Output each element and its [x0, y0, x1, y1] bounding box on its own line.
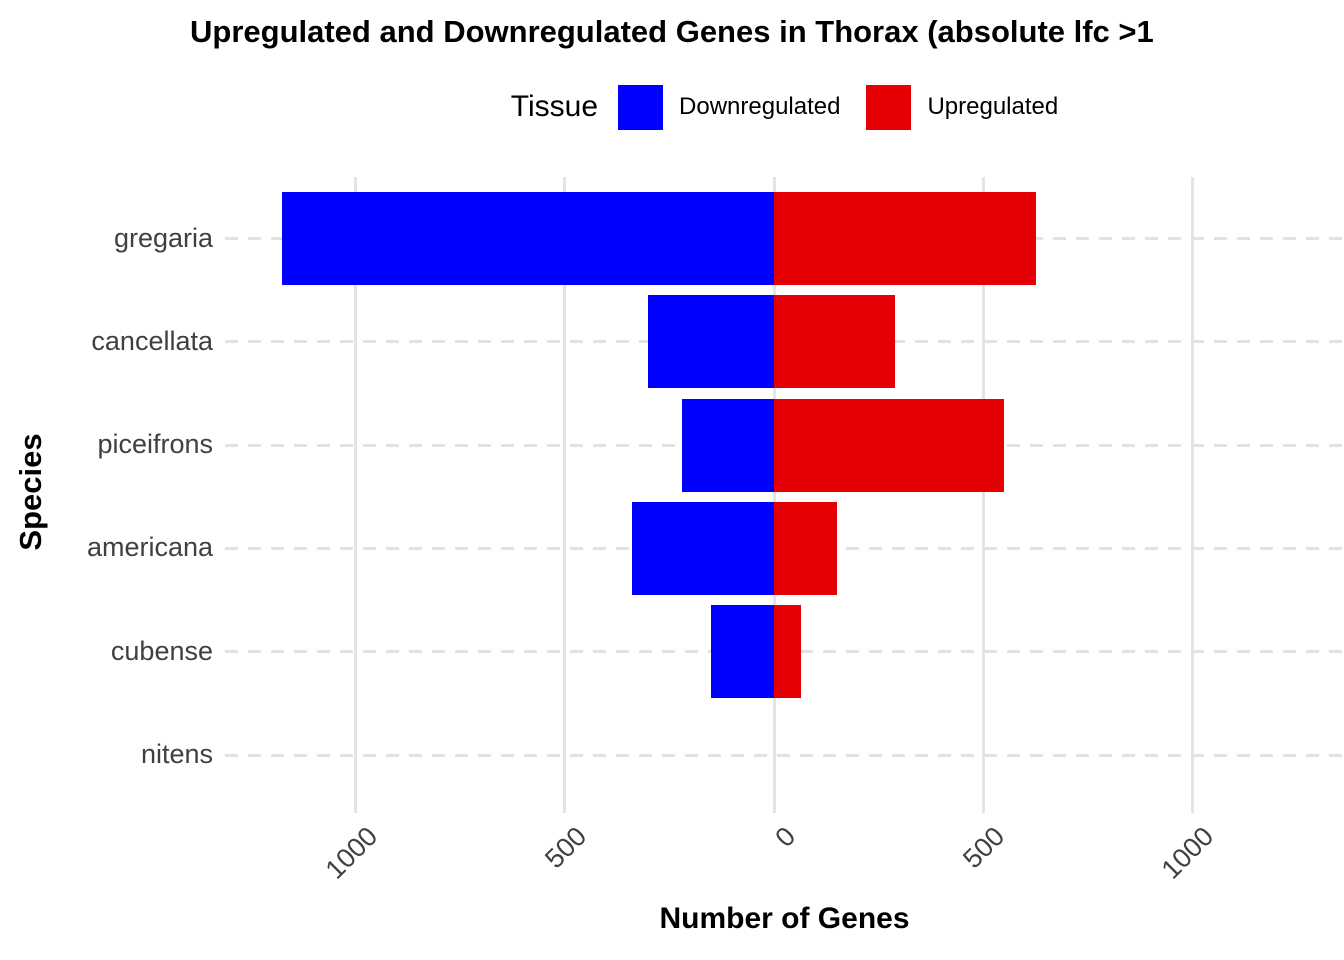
x-tick-label-text: 0 [769, 821, 802, 853]
bar-upregulated-cubense [774, 605, 802, 699]
x-gridline [772, 177, 776, 813]
legend-label-downregulated: Downregulated [679, 93, 841, 120]
bar-upregulated-piceifrons [774, 398, 1005, 492]
y-gridline [225, 753, 1344, 757]
legend: Tissue Downregulated Upregulated [225, 78, 1344, 136]
bar-upregulated-americana [774, 501, 837, 595]
legend-label-upregulated: Upregulated [927, 93, 1059, 120]
x-tick-label-text: 500 [957, 821, 1011, 875]
y-axis-label: piceifrons [97, 429, 213, 460]
bar-downregulated-piceifrons [681, 398, 774, 492]
x-gridline [981, 177, 985, 813]
bar-downregulated-cubense [711, 605, 774, 699]
bar-upregulated-gregaria [774, 192, 1036, 285]
bar-downregulated-cancellata [648, 295, 774, 389]
legend-title: Tissue [510, 90, 599, 123]
bar-downregulated-americana [631, 501, 774, 595]
x-tick-label-text: 1000 [319, 821, 383, 885]
legend-key-upregulated-icon [866, 84, 912, 130]
y-axis-title: Species [13, 433, 48, 551]
bar-downregulated-gregaria [282, 192, 774, 285]
y-axis-label: nitens [140, 739, 213, 769]
legend-key-downregulated-icon [618, 84, 664, 130]
x-axis-title: Number of Genes [659, 902, 910, 935]
x-gridline [1190, 177, 1194, 813]
bar-upregulated-cancellata [774, 295, 896, 389]
chart-title: Upregulated and Downregulated Genes in T… [190, 14, 1154, 49]
x-tick-label-text: 1000 [1155, 821, 1220, 885]
x-gridline [354, 177, 358, 813]
y-axis-label: cubense [110, 635, 213, 666]
y-axis-label: americana [86, 532, 213, 563]
x-tick-label-text: 500 [538, 821, 593, 875]
y-axis-label: cancellata [91, 325, 213, 356]
x-gridline [563, 177, 567, 813]
y-axis-label: gregaria [113, 222, 213, 253]
